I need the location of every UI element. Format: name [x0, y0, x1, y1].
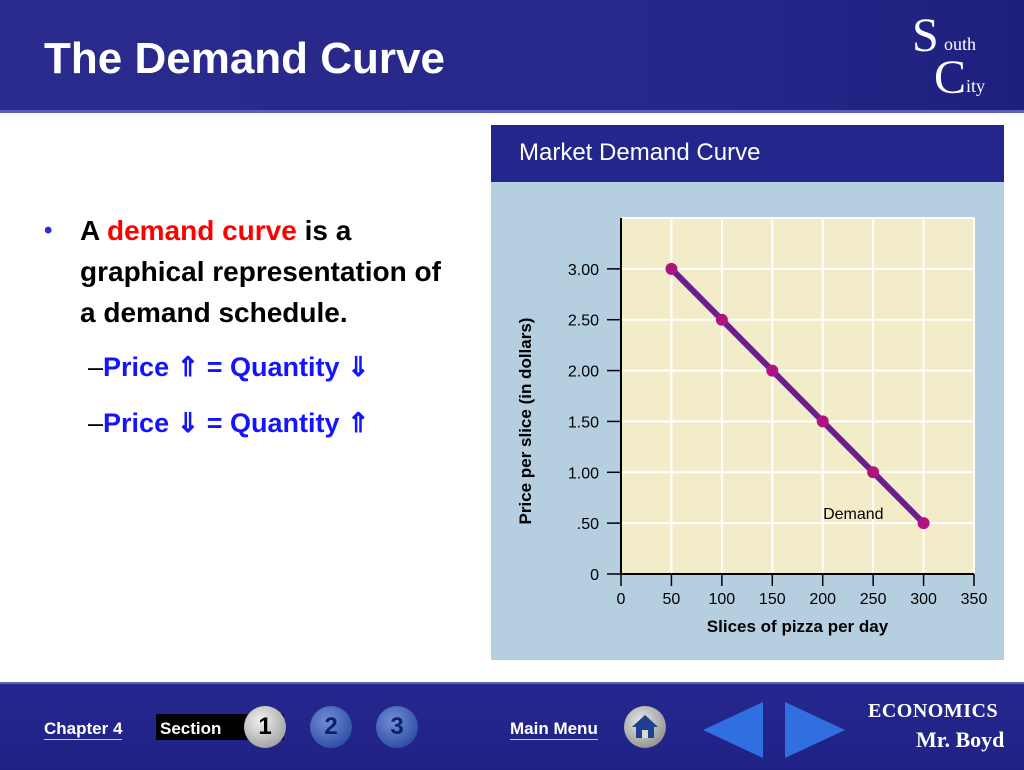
logo-letter-c: C — [934, 51, 967, 104]
y-tick-label: 3.00 — [568, 262, 599, 279]
brand-logo: ECONOMICS Mr. Boyd — [868, 700, 1004, 753]
bullet-term-demand-curve: demand curve — [106, 215, 297, 246]
next-arrow-icon[interactable] — [785, 702, 845, 758]
section-3-button[interactable]: 3 — [376, 706, 418, 748]
bullet-dot-icon: • — [44, 217, 53, 244]
section-1-button[interactable]: 1 — [244, 706, 286, 748]
demand-line — [669, 266, 926, 526]
y-tick-label: 2.00 — [568, 364, 599, 381]
section-2-button[interactable]: 2 — [310, 706, 352, 748]
x-tick-label: 250 — [860, 591, 887, 608]
footer-bar: Chapter 4 Section 1 2 3 Main Menu ECONOM… — [0, 682, 1024, 770]
data-point — [715, 313, 728, 326]
y-tick-label: 1.00 — [568, 465, 599, 482]
y-tick-label: 2.50 — [568, 313, 599, 330]
logo-text-ity: ity — [966, 76, 986, 96]
x-tick-label: 150 — [759, 591, 786, 608]
y-tick-label: 0 — [590, 567, 599, 584]
x-tick-label: 300 — [910, 591, 937, 608]
page-title: The Demand Curve — [44, 34, 445, 83]
y-tick-label: .50 — [577, 516, 599, 533]
x-tick-label: 50 — [663, 591, 681, 608]
y-axis-label: Price per slice (in dollars) — [516, 318, 535, 525]
logo-letter-s: S — [912, 9, 939, 62]
sub2-quantity: = Quantity — [199, 408, 347, 438]
chart-header: Market Demand Curve — [491, 125, 1004, 182]
section-label: Section — [160, 719, 222, 738]
sub1-quantity: = Quantity — [199, 352, 347, 382]
home-glyph-icon — [632, 715, 658, 738]
data-point — [917, 517, 930, 530]
bullet-list: • A demand curve is a graphical represen… — [44, 210, 454, 445]
school-logo: S outh C ity — [912, 12, 1004, 104]
bullet-main-rest: is a graphical representation of a deman… — [80, 215, 441, 328]
main-menu-link[interactable]: Main Menu — [510, 719, 598, 740]
down-arrow-icon: ⇓ — [176, 408, 200, 438]
data-point — [766, 364, 779, 377]
up-arrow-icon: ⇑ — [176, 352, 200, 382]
chart-panel: Market Demand Curve 0 .50 1.00 1.50 2.00 2.50… — [491, 125, 1004, 660]
bullet-main: • A demand curve is a graphical represen… — [44, 210, 454, 333]
data-point — [867, 466, 880, 479]
bullet-main-a: A — [80, 215, 107, 246]
header-bar: The Demand Curve S outh C ity — [0, 0, 1024, 113]
up-arrow-icon: ⇑ — [347, 408, 370, 438]
sub-bullet-1: –Price ⇑ = Quantity ⇓ — [44, 345, 454, 389]
chart-title: Market Demand Curve — [519, 139, 761, 166]
sub-bullet-2: –Price ⇓ = Quantity ⇑ — [44, 401, 454, 445]
logo-text-outh: outh — [944, 34, 977, 54]
sub-bullet-dash: – — [88, 408, 104, 438]
brand-teacher: Mr. Boyd — [916, 727, 1005, 752]
x-tick-label: 100 — [709, 591, 736, 608]
sub1-price: Price — [103, 352, 177, 382]
x-tick-label: 200 — [809, 591, 836, 608]
chapter-link[interactable]: Chapter 4 — [44, 719, 123, 740]
data-point — [665, 262, 678, 275]
previous-arrow-icon[interactable] — [703, 702, 763, 758]
down-arrow-icon: ⇓ — [347, 352, 370, 382]
y-tick-label: 1.50 — [568, 414, 599, 431]
brand-economics: ECONOMICS — [868, 700, 999, 722]
demand-chart: 0 .50 1.00 1.50 2.00 2.50 3.00 0 50 100 150 200 250 3… — [516, 217, 988, 636]
x-tick-label: 0 — [617, 591, 626, 608]
sub2-price: Price — [103, 408, 177, 438]
x-axis-label: Slices of pizza per day — [707, 617, 889, 636]
home-icon[interactable] — [624, 706, 666, 748]
series-label-demand: Demand — [823, 506, 883, 523]
x-tick-label: 350 — [961, 591, 988, 608]
sub-bullet-dash: – — [88, 352, 104, 382]
data-point — [816, 415, 829, 428]
